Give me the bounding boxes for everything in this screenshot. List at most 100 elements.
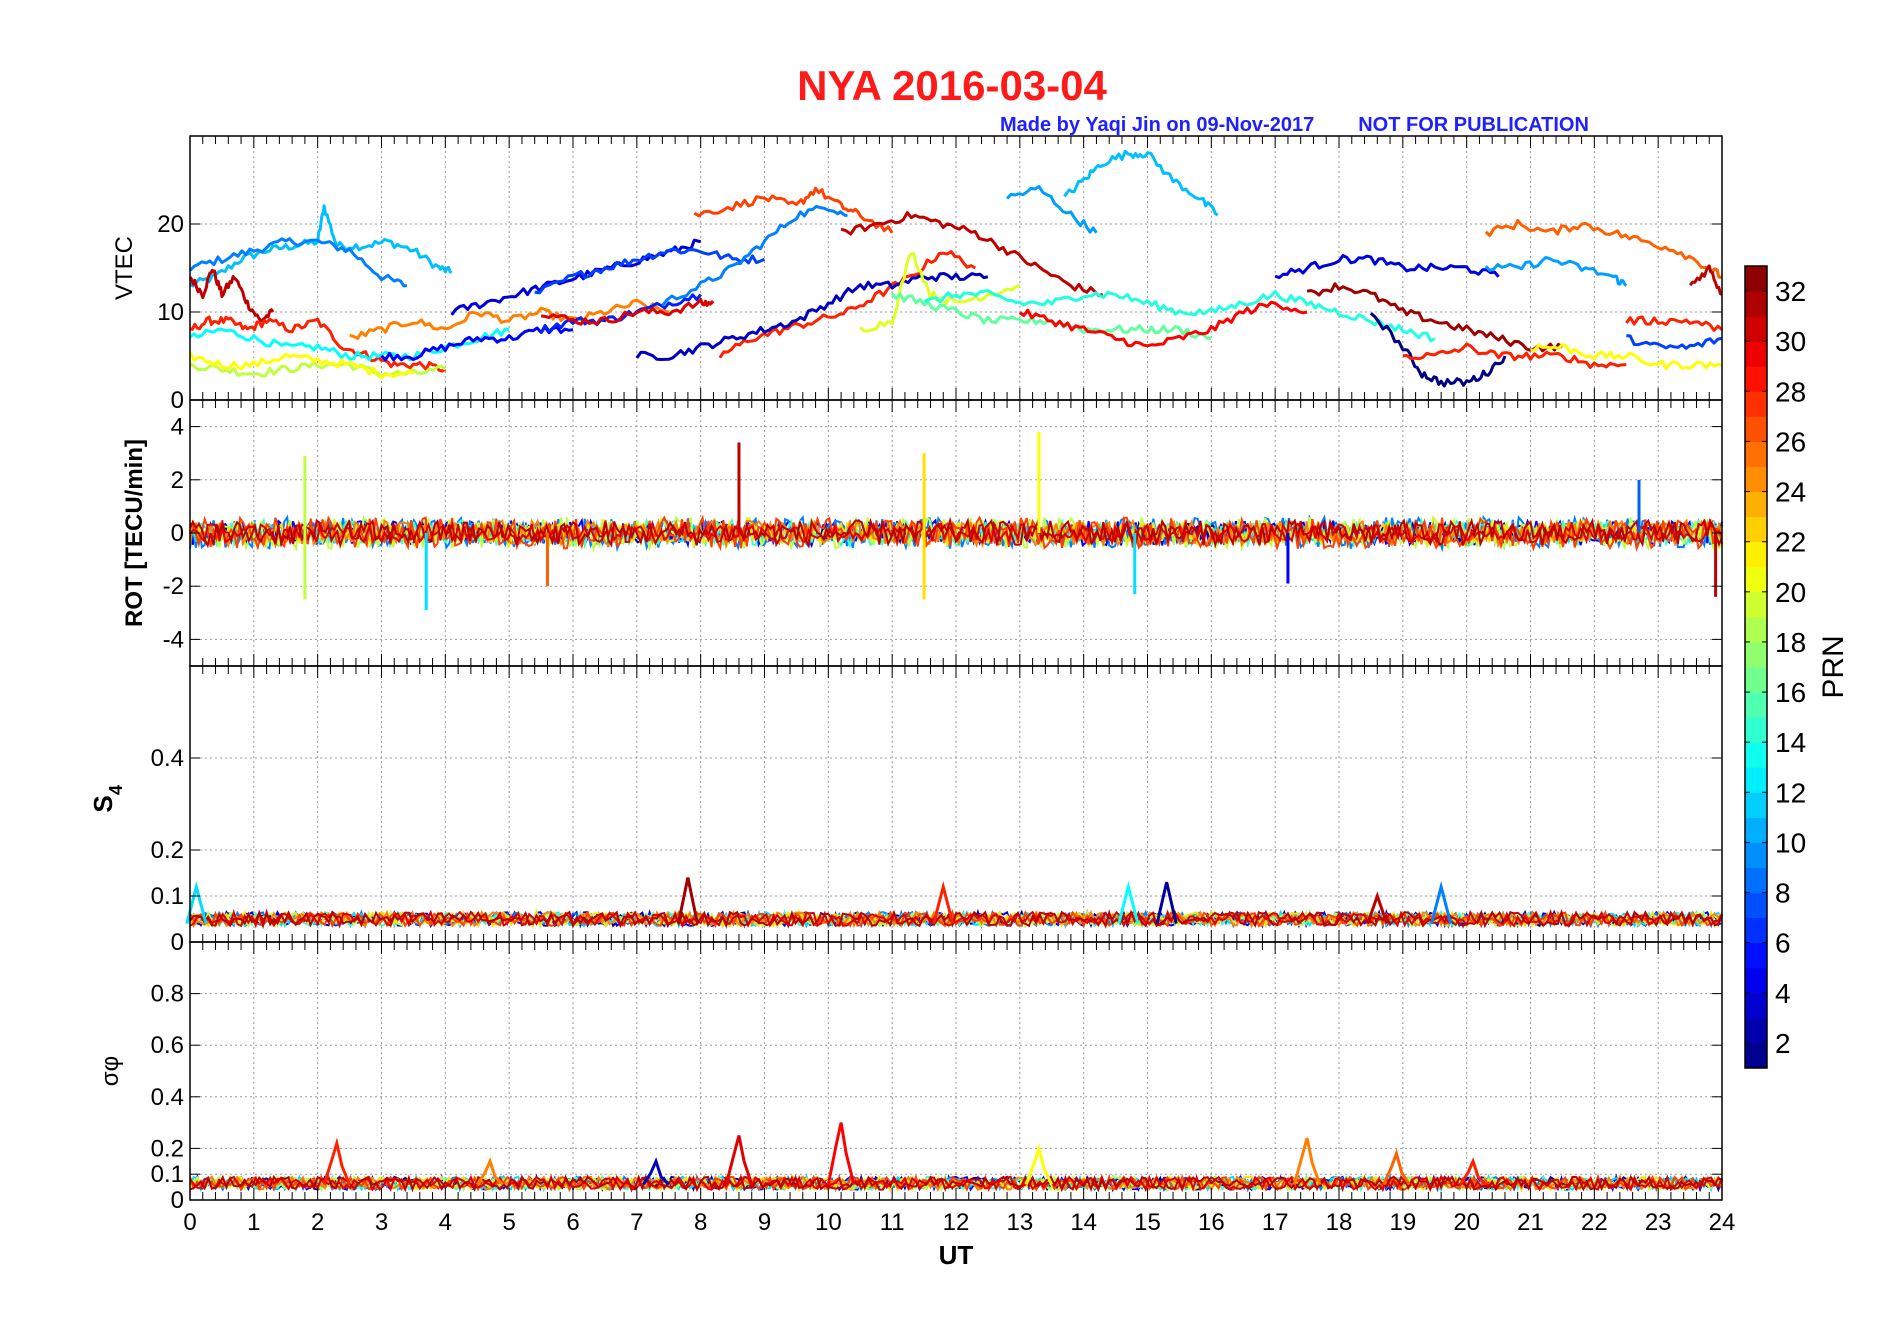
colorbar-tick-label: 8 (1775, 878, 1791, 909)
colorbar-swatch (1745, 867, 1767, 894)
x-tick-label: 8 (694, 1209, 707, 1236)
colorbar-swatch (1745, 591, 1767, 618)
vtec-series-line (661, 204, 848, 307)
panel-s4: 0 0.1 0.2 0.4 S4 (88, 665, 1723, 956)
colorbar-frame (1744, 265, 1768, 1069)
colorbar-swatch (1745, 1017, 1767, 1044)
y-tick-label: 0.6 (151, 1032, 184, 1059)
x-tick-label: 4 (439, 1209, 452, 1236)
y-tick-label: 0.4 (151, 1084, 184, 1111)
y-tick-label: -2 (163, 573, 184, 600)
chart-title: NYA 2016-03-04 (797, 62, 1107, 109)
sigma-peak (475, 1157, 504, 1186)
y-axis-label: σφ (97, 1056, 124, 1086)
colorbar-swatch (1745, 992, 1767, 1019)
colorbar-tick-label: 32 (1775, 276, 1806, 307)
vtec-series-line (1626, 334, 1723, 350)
colorbar-swatch (1745, 366, 1767, 392)
colorbar-tick-label: 18 (1775, 627, 1806, 658)
panel-vtec: 0 10 20 VTEC (111, 135, 1723, 414)
colorbar-tick-label: 6 (1775, 928, 1791, 959)
colorbar-tick-label: 14 (1775, 727, 1806, 758)
credit-line: Made by Yaqi Jin on 09-Nov-2017 NOT FOR P… (1000, 114, 1633, 137)
colorbar-swatch (1745, 742, 1767, 768)
colorbar-swatch (1745, 817, 1767, 843)
colorbar-tick-label: 24 (1775, 477, 1806, 508)
colorbar-tick-label: 16 (1775, 677, 1806, 708)
colorbar-swatch (1745, 566, 1767, 593)
x-tick-label: 23 (1645, 1209, 1672, 1236)
y-tick-label: 2 (171, 467, 184, 494)
colorbar-tick-label: 30 (1775, 326, 1806, 357)
y-tick-label: 0 (171, 387, 184, 414)
colorbar-swatch (1745, 266, 1767, 292)
vtec-series-line (188, 351, 415, 379)
x-tick-label: 11 (880, 1209, 905, 1236)
colorbar-swatch (1745, 441, 1767, 467)
x-tick-label: 17 (1262, 1209, 1289, 1236)
x-tick-label: 2 (311, 1209, 324, 1236)
vtec-series-line (380, 325, 574, 362)
colorbar-tick-label: 22 (1775, 527, 1806, 558)
panel-rot: -4 -2 0 2 4 ROT [TECU/min] (121, 399, 1723, 667)
s4-peak (1117, 880, 1140, 924)
vtec-series-line (1005, 185, 1098, 234)
colorbar-swatch (1745, 616, 1767, 643)
colorbar-swatch (1745, 717, 1767, 743)
vtec-series-line (1688, 264, 1723, 296)
colorbar-tick-label: 28 (1775, 376, 1806, 407)
colorbar-swatch (1745, 892, 1767, 919)
colorbar-swatch (1745, 466, 1767, 493)
vtec-series-line (923, 289, 1436, 343)
colorbar-tick-label: 4 (1775, 978, 1791, 1009)
x-tick-label: 3 (375, 1209, 388, 1236)
sigma-peak (1459, 1157, 1487, 1186)
x-tick-label: 19 (1389, 1209, 1416, 1236)
colorbar-tick-label: 26 (1775, 426, 1806, 457)
colorbar-swatch (1745, 291, 1767, 317)
vtec-series-line (539, 293, 702, 334)
x-tick-label: 20 (1453, 1209, 1480, 1236)
colorbar-tick-label: 2 (1775, 1028, 1791, 1059)
colorbar-tick-label: 20 (1775, 577, 1806, 608)
x-tick-label: 6 (566, 1209, 579, 1236)
colorbar-swatch (1745, 541, 1767, 568)
vtec-series-line (1018, 300, 1308, 348)
vtec-series-line (1306, 282, 1564, 353)
x-tick-label: 1 (247, 1209, 260, 1236)
x-tick-label: 22 (1581, 1209, 1608, 1236)
sigma-peak (322, 1137, 351, 1186)
vtec-series-line (635, 272, 989, 361)
y-tick-label: 0.8 (151, 981, 184, 1008)
sigma-peak (641, 1157, 670, 1186)
vtec-series-line (349, 298, 670, 340)
sigma-peak (724, 1135, 754, 1185)
x-tick-label: 14 (1070, 1209, 1097, 1236)
x-tick-label: 21 (1517, 1209, 1544, 1236)
colorbar-swatch (1745, 692, 1767, 718)
s4-peak (676, 877, 699, 924)
s4-peak (1366, 891, 1389, 925)
colorbar-swatch (1745, 491, 1767, 518)
y-tick-label: 4 (171, 414, 184, 441)
s4-peak (932, 880, 955, 924)
y-tick-label: 20 (157, 211, 184, 238)
y-tick-label: 0 (171, 520, 184, 547)
y-tick-label: 0 (171, 1187, 184, 1214)
sigma-peak (826, 1122, 856, 1185)
s4-series-line (189, 908, 1723, 930)
vtec-series-line (1274, 254, 1500, 280)
y-axis-label-subscript: 4 (106, 785, 126, 795)
x-tick-label: 5 (502, 1209, 515, 1236)
x-axis-label: UT (939, 1240, 974, 1270)
vtec-series-line (1063, 149, 1219, 217)
colorbar-swatch (1745, 942, 1767, 969)
colorbar-label: PRN (1817, 635, 1850, 698)
x-tick-label: 16 (1198, 1209, 1225, 1236)
x-tick-label: 18 (1326, 1209, 1353, 1236)
vtec-series-line (840, 211, 1104, 298)
vtec-series-line (188, 268, 275, 323)
